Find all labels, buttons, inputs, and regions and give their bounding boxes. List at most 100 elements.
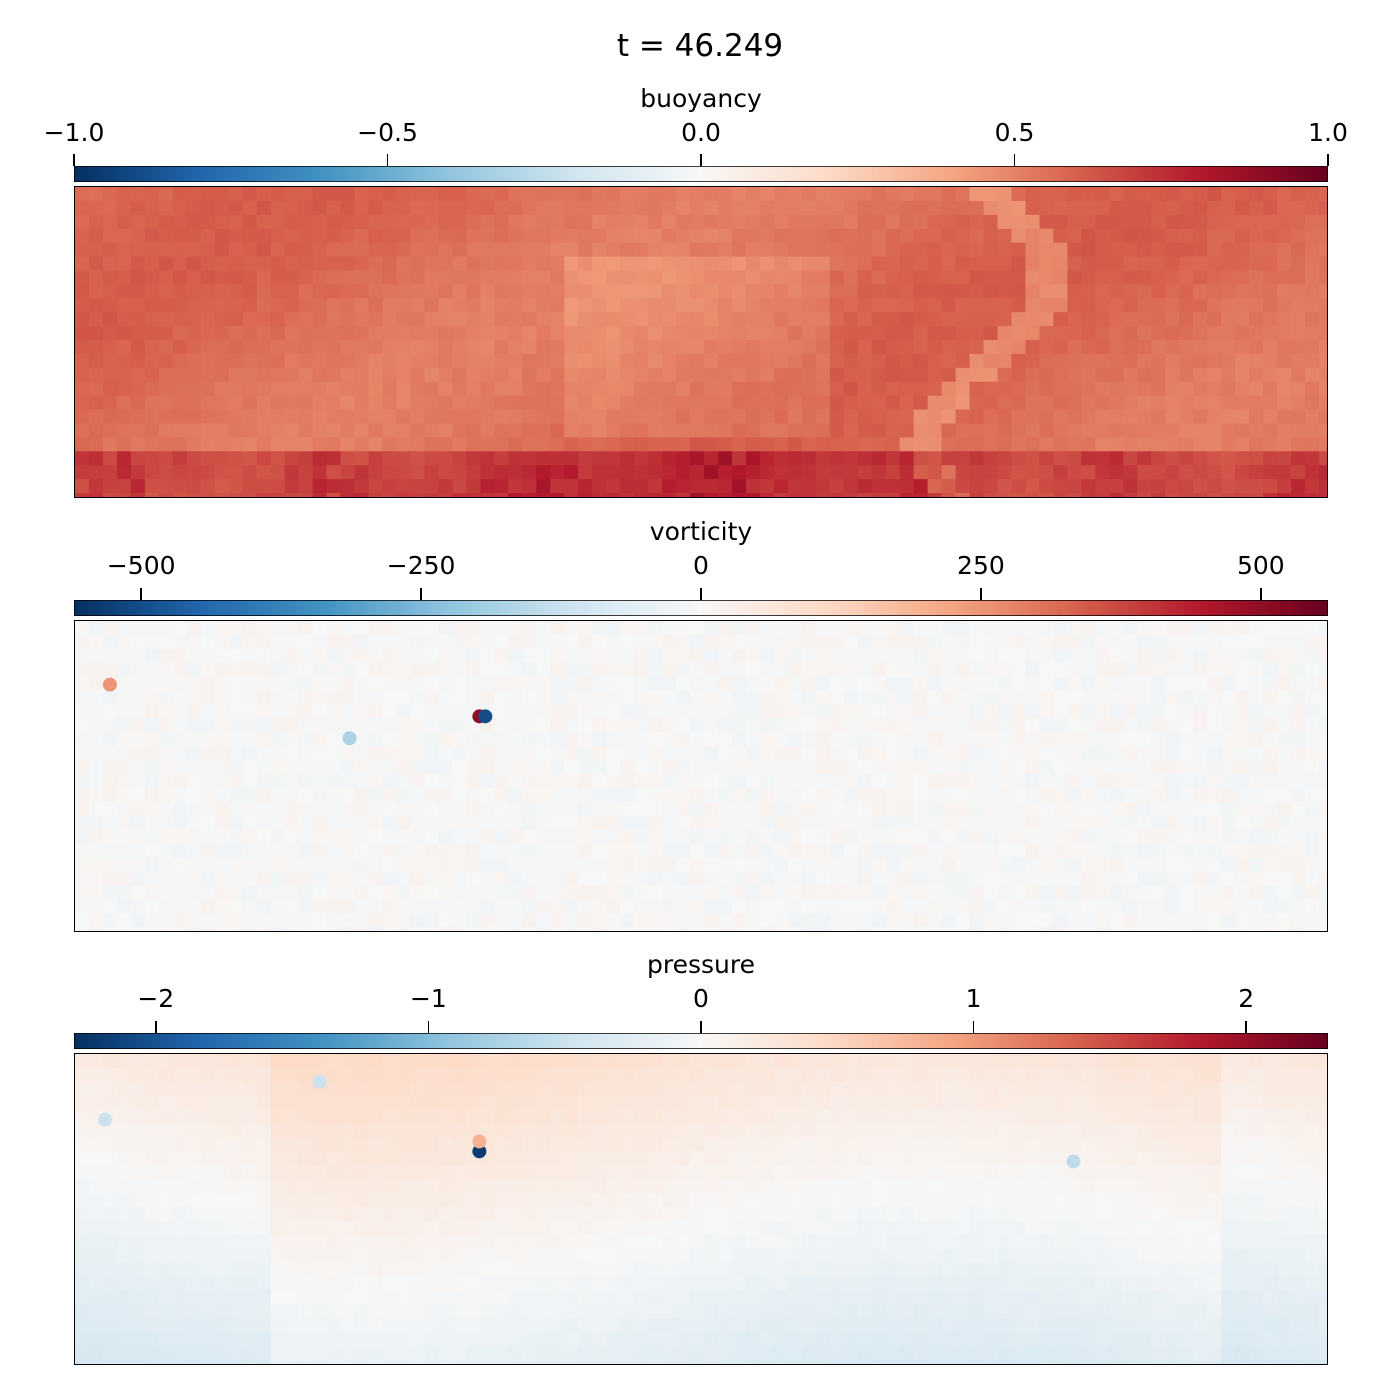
buoyancy-cell (634, 242, 649, 258)
buoyancy-cell (410, 395, 425, 411)
vorticity-cell (1095, 704, 1110, 719)
buoyancy-cell (368, 381, 384, 397)
buoyancy-cell (1319, 451, 1327, 466)
buoyancy-cell (466, 381, 481, 397)
vorticity-cell (690, 662, 705, 678)
buoyancy-cell (564, 465, 579, 480)
buoyancy-cell (1151, 409, 1166, 424)
vorticity-cell (550, 746, 565, 761)
vorticity-cell (969, 899, 985, 914)
vorticity-cell (1291, 801, 1306, 817)
buoyancy-cell (158, 200, 174, 216)
vorticity-cell (1193, 871, 1208, 886)
vorticity-cell (648, 913, 663, 928)
buoyancy-cell (899, 395, 915, 411)
vorticity-cell (396, 927, 411, 931)
vorticity-cell (130, 885, 146, 900)
pressure-cell (983, 1137, 999, 1152)
buoyancy-cell (284, 409, 300, 424)
vorticity-cell (1081, 871, 1096, 886)
vorticity-cell (1207, 704, 1222, 719)
buoyancy-cell (438, 437, 453, 452)
vorticity-cell (620, 704, 635, 719)
vorticity-cell (228, 676, 244, 692)
vorticity-tick-mark (980, 588, 982, 600)
buoyancy-cell (731, 451, 747, 466)
buoyancy-cell (1235, 409, 1250, 424)
buoyancy-cell (256, 409, 272, 424)
buoyancy-cell (564, 423, 579, 438)
buoyancy-cell (815, 395, 831, 411)
buoyancy-cell (1277, 353, 1292, 369)
vorticity-cell (871, 648, 887, 664)
buoyancy-cell (955, 493, 971, 497)
buoyancy-cell (578, 228, 593, 244)
vorticity-cell (172, 829, 188, 845)
buoyancy-cell (1011, 284, 1026, 299)
vorticity-cell (382, 801, 397, 817)
buoyancy-cell (1067, 409, 1082, 424)
pressure-cell (214, 1165, 230, 1180)
buoyancy-cell (829, 423, 845, 438)
buoyancy-cell (382, 228, 397, 244)
pressure-cell (1011, 1054, 1026, 1069)
vorticity-cell (438, 787, 453, 803)
buoyancy-cell (871, 312, 887, 327)
vorticity-cell (1011, 927, 1026, 931)
buoyancy-cell (690, 493, 705, 497)
vorticity-cell (214, 843, 230, 858)
buoyancy-cell (452, 423, 467, 438)
vorticity-cell (508, 857, 523, 872)
buoyancy-cell (200, 200, 216, 216)
buoyancy-cell (787, 479, 803, 494)
vorticity-cell (1179, 634, 1194, 650)
buoyancy-cell (662, 395, 677, 411)
buoyancy-cell (522, 409, 537, 424)
vorticity-cell (871, 927, 887, 931)
vorticity-cell (214, 662, 230, 678)
pressure-cell (522, 1095, 537, 1111)
buoyancy-cell (340, 340, 356, 355)
vorticity-cell (829, 885, 845, 900)
buoyancy-cell (717, 367, 733, 383)
vorticity-cell (382, 774, 397, 789)
pressure-cell (885, 1109, 901, 1125)
buoyancy-cell (1249, 353, 1264, 369)
buoyancy-cell (270, 298, 286, 313)
buoyancy-cell (703, 270, 719, 285)
pressure-cell (144, 1095, 160, 1111)
buoyancy-cell (438, 187, 453, 202)
buoyancy-cell (158, 479, 174, 494)
vorticity-cell (1137, 829, 1152, 845)
vorticity-cell (494, 621, 509, 636)
vorticity-cell (717, 704, 733, 719)
buoyancy-cell (787, 228, 803, 244)
buoyancy-cell (130, 423, 146, 438)
buoyancy-cell (1067, 298, 1082, 313)
buoyancy-cell (466, 423, 481, 438)
pressure-tick-mark (972, 1021, 975, 1033)
vorticity-cell (200, 704, 216, 719)
buoyancy-cell (592, 465, 607, 480)
vorticity-cell (1067, 885, 1082, 900)
pressure-cell (1165, 1054, 1180, 1069)
buoyancy-cell (885, 200, 901, 216)
pressure-cell (382, 1109, 397, 1125)
buoyancy-cell (662, 381, 677, 397)
vorticity-cell (829, 662, 845, 678)
vorticity-cell (438, 648, 453, 664)
buoyancy-cell (745, 298, 761, 313)
buoyancy-cell (1263, 187, 1278, 202)
vorticity-cell (1011, 857, 1026, 872)
buoyancy-cell (438, 228, 453, 244)
buoyancy-cell (186, 353, 202, 369)
vorticity-cell (410, 662, 425, 678)
vorticity-cell (1249, 621, 1264, 636)
pressure-cell (354, 1054, 370, 1069)
pressure-cell (983, 1151, 999, 1166)
vorticity-cell (1053, 815, 1068, 831)
buoyancy-cell (564, 187, 579, 202)
pressure-cell (1011, 1109, 1026, 1125)
vorticity-cell (102, 927, 118, 931)
vorticity-cell (424, 621, 439, 636)
